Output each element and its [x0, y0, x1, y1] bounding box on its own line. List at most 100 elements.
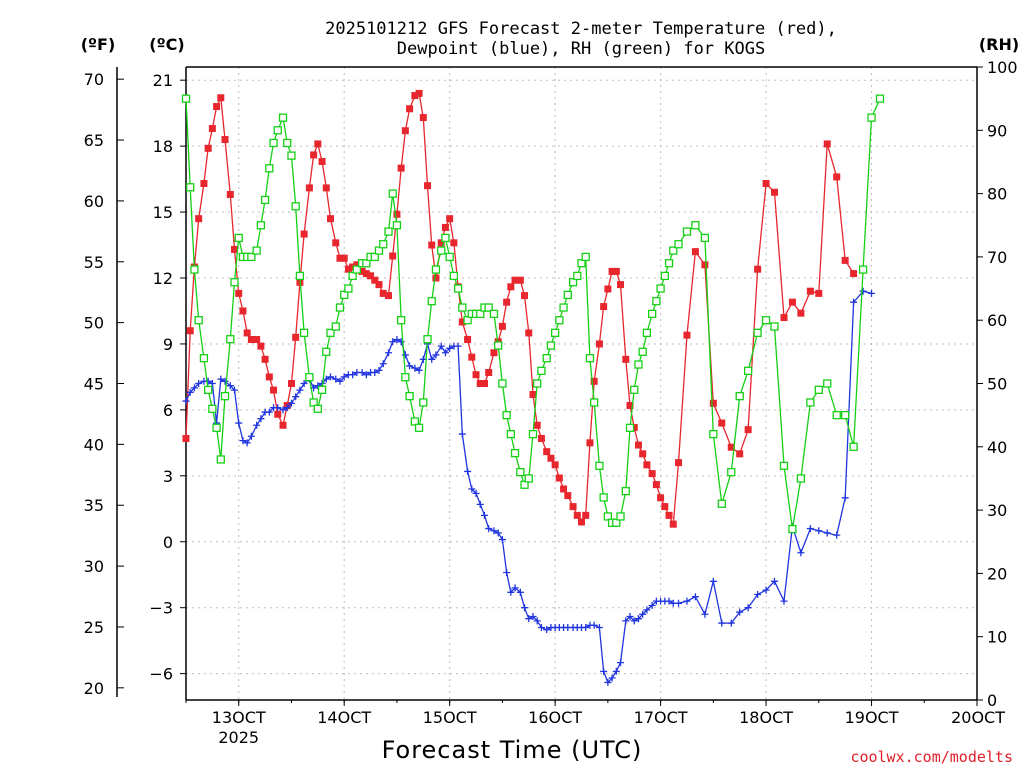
temperature-point	[600, 303, 608, 311]
rh-point	[648, 309, 657, 319]
time-tick-label: 17OCT	[634, 708, 688, 727]
rh-point	[419, 398, 428, 407]
fahrenheit-unit-label: (ºF)	[81, 35, 116, 54]
dewpoint-point	[389, 338, 397, 346]
dewpoint-point	[274, 404, 282, 412]
temperature-point	[815, 289, 823, 297]
temperature-point	[336, 254, 344, 262]
rh-point	[247, 252, 256, 262]
temperature-point	[630, 423, 638, 431]
temperature-point	[780, 314, 788, 322]
dewpoint-point	[806, 525, 814, 533]
rh-tick-label: 20	[987, 564, 1007, 583]
rh-point	[423, 335, 432, 344]
temperature-point	[344, 265, 352, 273]
rh-point	[256, 221, 266, 230]
dewpoint-point	[454, 342, 462, 350]
dewpoint-point	[533, 617, 541, 625]
rh-tick-label: 100	[987, 58, 1018, 77]
rh-point	[384, 227, 393, 236]
temperature-point	[349, 263, 357, 271]
dewpoint-point	[634, 615, 642, 623]
dewpoint-point	[490, 527, 498, 535]
temperature-point	[300, 230, 308, 238]
dewpoint-point	[208, 380, 216, 387]
temperature-point	[270, 386, 278, 394]
temperature-point	[771, 188, 779, 196]
dewpoint-point	[283, 404, 291, 412]
x-axis-label: Forecast Time (UTC)	[382, 736, 643, 764]
rh-point	[660, 271, 669, 281]
rh-point	[278, 113, 288, 122]
rh-point	[317, 385, 327, 394]
rh-point	[322, 347, 331, 357]
temperature-point	[537, 434, 545, 442]
dewpoint-point	[265, 408, 273, 416]
rh-point	[537, 366, 546, 375]
rh-point	[832, 410, 841, 420]
celsius-tick-label: −6	[149, 665, 173, 684]
rh-point	[445, 252, 454, 262]
dewpoint-point	[516, 588, 524, 596]
rh-point	[208, 404, 217, 413]
temperature-point	[287, 380, 295, 387]
dewpoint-point	[823, 529, 831, 537]
rh-point	[700, 233, 710, 243]
rh-point	[603, 512, 613, 521]
temperature-point	[573, 511, 581, 519]
temperature-point	[432, 274, 440, 282]
temperature-point	[305, 184, 313, 192]
temperature-point	[529, 390, 537, 398]
dewpoint-point	[428, 355, 436, 363]
temperature-point	[243, 329, 251, 337]
dewpoint-point	[701, 610, 709, 618]
temperature-point	[516, 276, 524, 284]
temperature-point	[239, 307, 247, 315]
temperature-point	[397, 164, 405, 172]
temperature-point	[213, 103, 221, 111]
chart-title-line2: Dewpoint (blue), RH (green) for KOGS	[397, 39, 765, 59]
dewpoint-point	[595, 623, 603, 631]
rh-point	[273, 126, 282, 135]
time-tick-label: 19OCT	[845, 708, 899, 727]
dewpoint-point	[253, 421, 261, 429]
rh-point	[528, 429, 538, 439]
dewpoint-point	[511, 584, 519, 592]
rh-point	[568, 278, 578, 287]
temperature-point	[353, 261, 361, 269]
temperature-point	[657, 494, 665, 502]
rh-point	[533, 379, 542, 388]
fahrenheit-tick-label: 65	[84, 131, 104, 150]
temperature-point	[208, 125, 216, 133]
fahrenheit-tick-label: 50	[84, 314, 104, 333]
rh-point	[555, 316, 564, 325]
celsius-tick-label: 12	[153, 269, 173, 288]
dewpoint-point	[300, 380, 308, 387]
rh-point	[796, 474, 806, 483]
temperature-point	[485, 369, 493, 377]
rh-point	[849, 442, 858, 451]
temperature-point	[292, 333, 300, 341]
temperature-point	[393, 210, 401, 218]
dewpoint-point	[754, 591, 762, 598]
celsius-tick-label: 0	[163, 533, 173, 552]
temperature-point	[622, 355, 630, 363]
rh-point	[717, 499, 726, 508]
dewpoint-point	[507, 588, 515, 596]
rh-point	[326, 328, 335, 338]
temperature-point	[639, 450, 647, 458]
dewpoint-point	[543, 626, 551, 634]
time-tick-label: 13OCT	[212, 708, 266, 727]
rh-line	[185, 98, 881, 530]
fahrenheit-tick-label: 25	[84, 618, 104, 637]
temperature-point	[582, 511, 590, 519]
rh-point	[287, 151, 296, 160]
rh-point	[331, 322, 340, 331]
rh-point	[252, 246, 261, 255]
dewpoint-point	[235, 419, 243, 427]
rh-point	[520, 480, 529, 489]
rh-point	[291, 202, 300, 211]
fahrenheit-tick-label: 45	[84, 375, 104, 394]
rh-point	[265, 164, 274, 173]
dewpoint-point	[468, 485, 476, 493]
